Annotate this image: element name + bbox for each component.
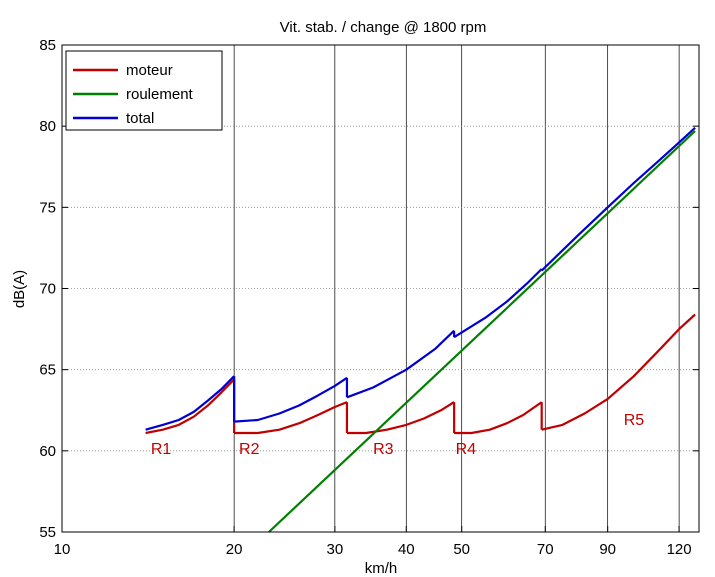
series-roulement — [268, 130, 696, 533]
x-tick-label: 70 — [537, 541, 554, 558]
series-line-total — [346, 329, 455, 399]
region-label: R3 — [373, 441, 394, 458]
series-line-moteur — [145, 378, 235, 435]
region-label: R5 — [624, 412, 645, 429]
legend-label: roulement — [126, 86, 194, 103]
x-tick-labels: 10 20 30 40 50 70 90 120 — [54, 541, 692, 558]
series-moteur — [145, 313, 696, 435]
y-tick-label: 70 — [39, 281, 56, 298]
y-tick-label: 55 — [39, 524, 56, 541]
x-tick-label: 120 — [667, 541, 692, 558]
x-tick-label: 20 — [226, 541, 243, 558]
series-line-moteur — [541, 313, 696, 431]
plot-series — [145, 126, 696, 533]
x-tick-label: 50 — [453, 541, 470, 558]
y-tick-label: 60 — [39, 443, 56, 460]
series-line-total — [145, 375, 235, 431]
legend: moteur roulement total — [65, 50, 223, 131]
y-tick-label: 75 — [39, 199, 56, 216]
legend-label: total — [126, 110, 154, 127]
y-tick-label: 80 — [39, 118, 56, 135]
x-tick-label: 10 — [54, 541, 71, 558]
x-tick-label: 90 — [599, 541, 616, 558]
series-line-moteur — [347, 401, 455, 435]
region-annotations: R1 R2 R3 R4 R5 — [151, 412, 644, 458]
tick-marks — [61, 44, 699, 533]
series-total — [145, 126, 696, 431]
x-axis-label: km/h — [365, 560, 398, 577]
region-label: R1 — [151, 441, 172, 458]
region-label: R4 — [456, 441, 477, 458]
series-line-roulement — [268, 130, 696, 533]
series-line-total — [453, 268, 543, 339]
y-tick-label: 85 — [39, 37, 56, 54]
region-label: R2 — [239, 441, 260, 458]
grid-lines — [62, 45, 699, 532]
x-tick-label: 40 — [398, 541, 415, 558]
legend-label: moteur — [126, 62, 173, 79]
y-tick-labels: 55 60 65 70 75 80 85 — [39, 37, 56, 541]
chart-title: Vit. stab. / change @ 1800 rpm — [280, 19, 487, 36]
series-line-moteur — [234, 401, 348, 435]
series-line-total — [540, 126, 696, 272]
x-tick-label: 30 — [326, 541, 343, 558]
series-line-total — [234, 376, 348, 423]
y-axis-label: dB(A) — [11, 270, 28, 308]
series-line-moteur — [454, 401, 543, 435]
y-tick-label: 65 — [39, 362, 56, 379]
